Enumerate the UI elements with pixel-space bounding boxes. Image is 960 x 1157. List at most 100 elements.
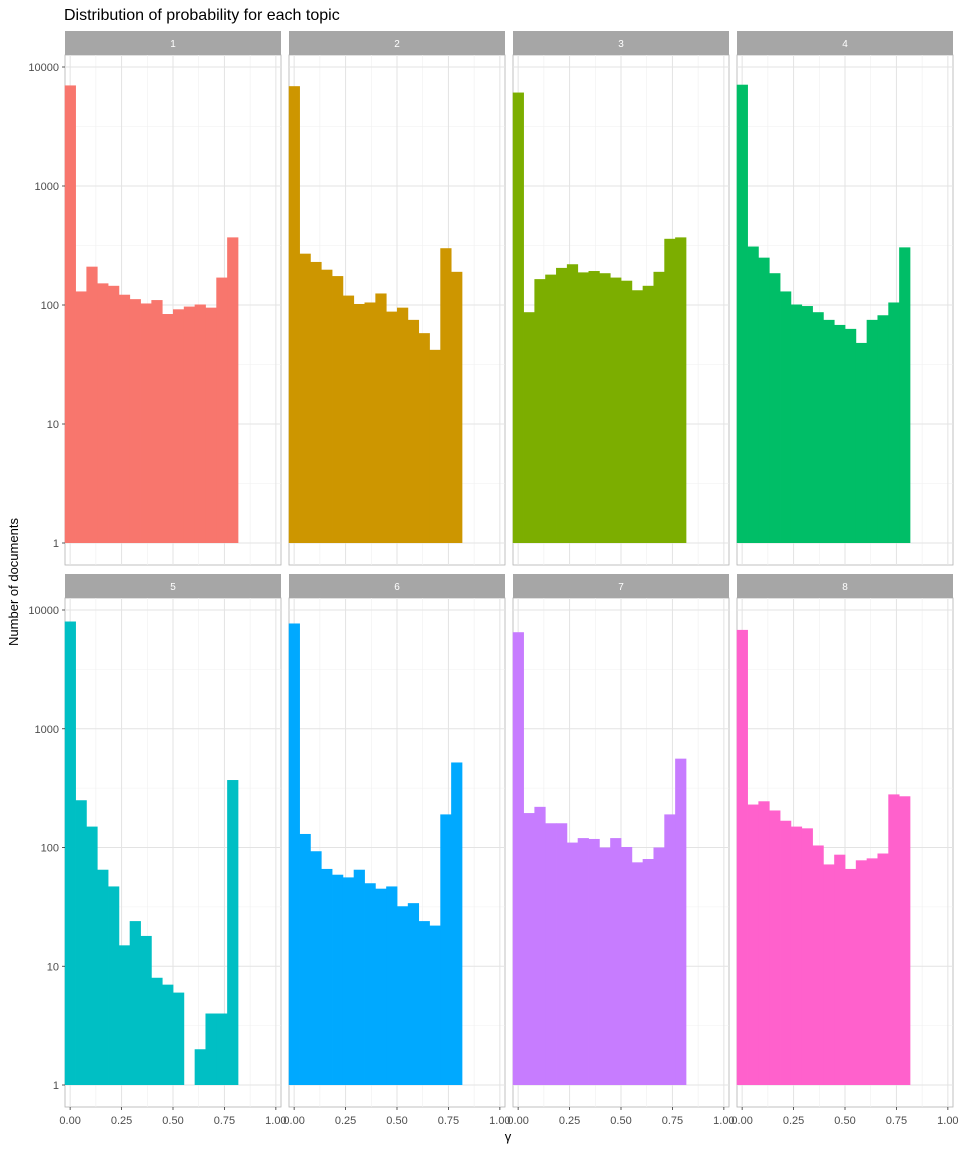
- histogram-bar: [855, 342, 868, 543]
- histogram-bar: [675, 237, 687, 543]
- histogram-bar: [790, 304, 803, 543]
- y-tick-label: 100: [41, 843, 59, 855]
- histogram-bar: [364, 302, 376, 543]
- histogram-bar: [429, 349, 441, 543]
- histogram-bar: [866, 858, 878, 1085]
- histogram-bar: [621, 846, 633, 1085]
- y-tick-label: 10000: [28, 605, 59, 617]
- histogram-bar: [534, 806, 546, 1085]
- histogram-bar: [845, 868, 857, 1085]
- x-tick-label: 1.00: [265, 1115, 286, 1127]
- histogram-bar: [451, 271, 463, 543]
- histogram-bar: [845, 328, 857, 543]
- facet-strip: [65, 574, 281, 598]
- histogram-bar: [386, 311, 398, 543]
- histogram-bar: [642, 285, 654, 543]
- histogram-bar: [512, 92, 524, 544]
- histogram-bar: [108, 886, 120, 1085]
- y-tick-label: 10: [47, 961, 59, 973]
- histogram-bar: [407, 903, 420, 1085]
- histogram-bar: [899, 247, 911, 543]
- facet-strip-label: 8: [842, 582, 848, 593]
- histogram-bar: [75, 800, 87, 1085]
- histogram-bar: [97, 283, 109, 543]
- histogram-bar: [162, 314, 174, 543]
- histogram-bar: [151, 300, 163, 543]
- histogram-bar: [64, 85, 76, 544]
- histogram-bar: [877, 315, 889, 543]
- x-tick-label: 0.75: [662, 1115, 683, 1127]
- histogram-bar: [545, 274, 557, 543]
- x-tick-label: 0.25: [783, 1115, 804, 1127]
- histogram-bar: [75, 291, 87, 543]
- histogram-bar: [888, 794, 900, 1085]
- histogram-bar: [227, 237, 239, 543]
- facet-panel: 7 0.00 0.25 0.50 0.75 1.00: [507, 574, 735, 1127]
- x-tick-label: 0.25: [111, 1115, 132, 1127]
- histogram-bar: [451, 762, 463, 1085]
- histogram-bar: [736, 629, 748, 1085]
- histogram-bar: [566, 842, 579, 1085]
- histogram-bar: [599, 273, 611, 543]
- histogram-bar: [512, 632, 524, 1085]
- histogram-bar: [129, 299, 141, 543]
- histogram-bar: [631, 290, 644, 543]
- histogram-bar: [610, 838, 622, 1085]
- histogram-bar: [440, 248, 452, 543]
- histogram-bar: [129, 921, 141, 1085]
- histogram-bar: [747, 246, 759, 543]
- histogram-bar: [736, 84, 748, 543]
- histogram-bar: [566, 264, 579, 543]
- histogram-bar: [332, 874, 344, 1085]
- histogram-bar: [812, 845, 824, 1085]
- facet-panel: 4: [736, 31, 954, 566]
- facet-strip: [289, 31, 505, 55]
- histogram-bar: [834, 324, 846, 543]
- facet-strip: [513, 31, 729, 55]
- histogram-bar: [321, 868, 333, 1085]
- histogram-bar: [173, 309, 185, 543]
- histogram-bar: [299, 253, 311, 544]
- histogram-bar: [523, 813, 535, 1085]
- facet-strip-label: 5: [170, 582, 176, 593]
- facet-panel: 2: [288, 31, 506, 566]
- facet-strip: [513, 574, 729, 598]
- histogram-bar: [801, 828, 813, 1085]
- histogram-bar: [599, 847, 611, 1085]
- histogram-bar: [577, 272, 589, 543]
- chart-title: Distribution of probability for each top…: [64, 7, 340, 24]
- histogram-bar: [675, 758, 687, 1085]
- histogram-bar: [440, 814, 452, 1085]
- histogram-bar: [86, 826, 98, 1085]
- histogram-bar: [769, 273, 781, 543]
- facet-strip-label: 2: [394, 39, 400, 50]
- histogram-bar: [205, 1013, 217, 1085]
- facet-strip: [289, 574, 505, 598]
- histogram-bar: [321, 269, 333, 543]
- x-tick-label: 0.75: [438, 1115, 459, 1127]
- histogram-bar: [332, 276, 344, 543]
- y-tick-label: 1000: [35, 724, 59, 736]
- histogram-bar: [801, 306, 813, 543]
- facet-strip: [65, 31, 281, 55]
- histogram-bar: [205, 307, 217, 543]
- histogram-bar: [545, 823, 557, 1085]
- x-tick-label: 0.50: [834, 1115, 855, 1127]
- histogram-bar: [108, 285, 120, 543]
- y-tick-label: 10000: [28, 62, 59, 74]
- histogram-bar: [769, 810, 781, 1085]
- histogram-bar: [288, 623, 300, 1085]
- histogram-bar: [216, 1013, 228, 1085]
- histogram-bar: [407, 319, 420, 543]
- histogram-bar: [97, 869, 109, 1085]
- x-tick-label: 1.00: [489, 1115, 510, 1127]
- histogram-bar: [299, 833, 311, 1085]
- x-tick-label: 0.25: [335, 1115, 356, 1127]
- histogram-bar: [118, 945, 131, 1085]
- y-axis-label: Number of documents: [6, 518, 21, 646]
- histogram-bar: [642, 859, 654, 1085]
- histogram-bar: [556, 823, 568, 1085]
- histogram-bar: [140, 303, 152, 543]
- histogram-bar: [173, 992, 185, 1085]
- y-tick-label: 10: [47, 419, 59, 431]
